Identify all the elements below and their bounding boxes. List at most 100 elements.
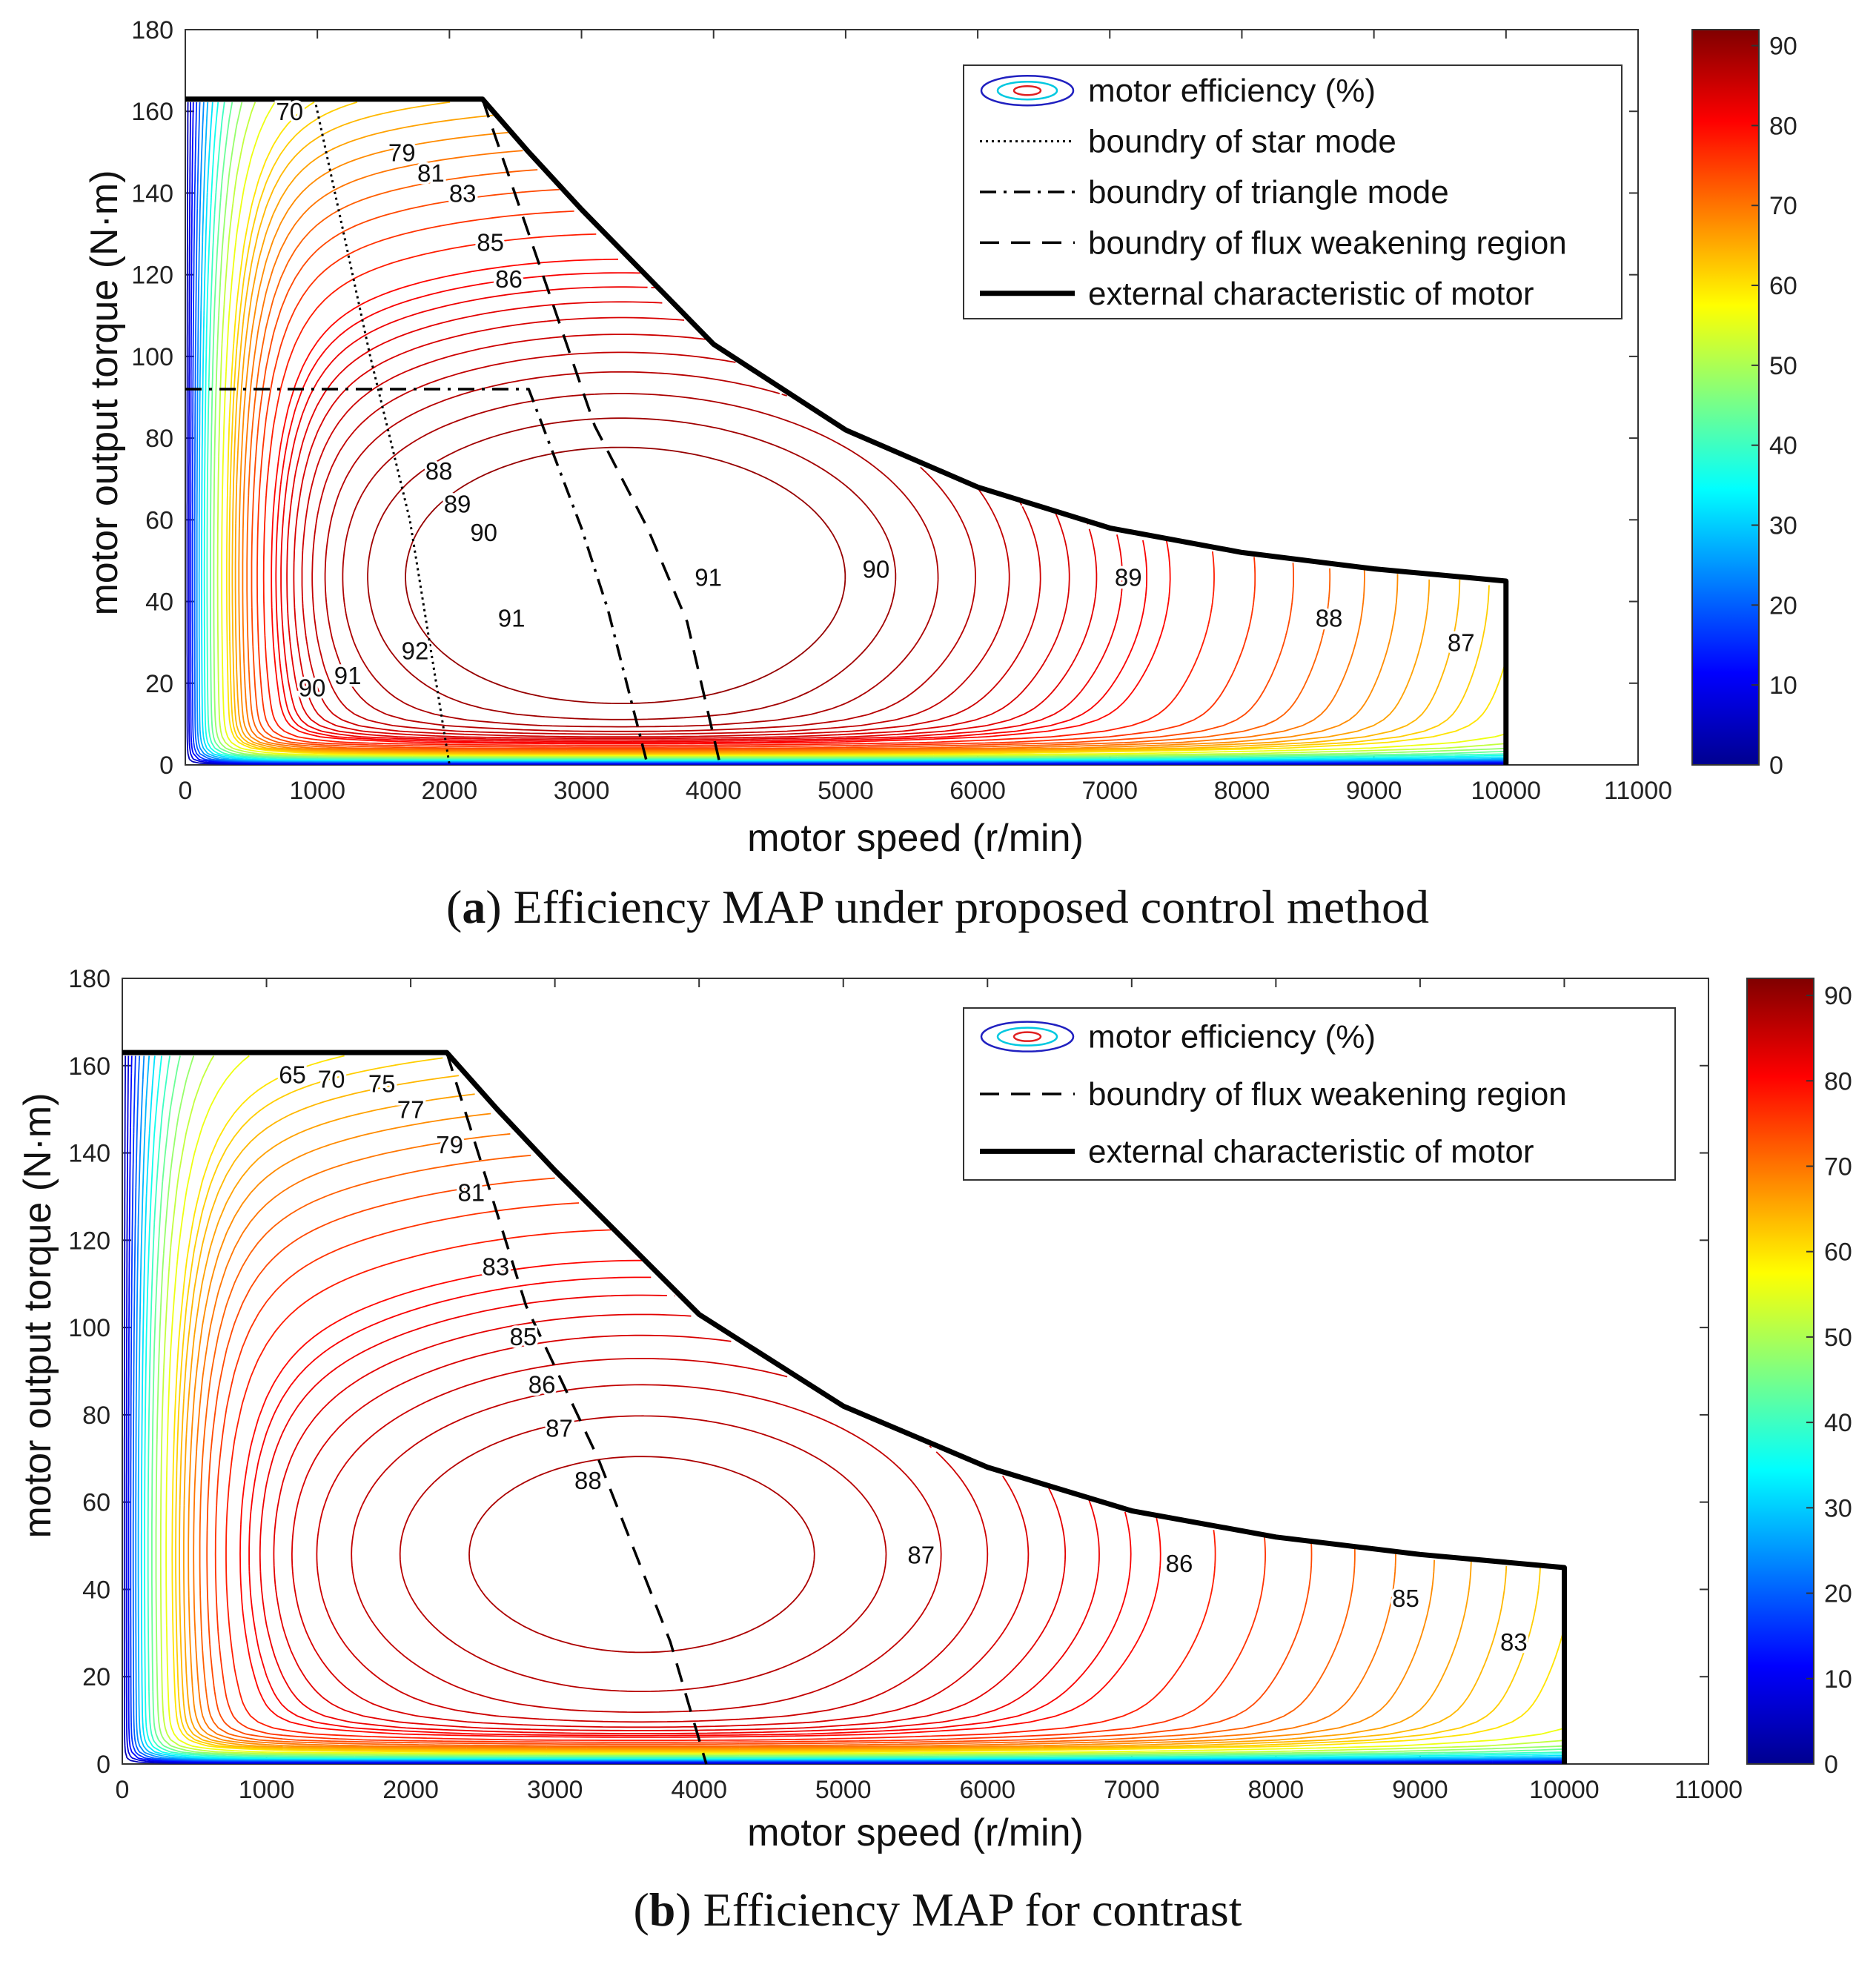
contour-level-76 [256,210,1256,748]
y-tick-label: 40 [145,588,173,617]
contour-level-87 [399,1415,887,1692]
y-tick-label: 100 [68,1314,110,1342]
chart-panel-b: (b) Efficiency MAP for contrast motor sp… [16,965,1852,1936]
y-axis-label: motor output torque (N·m) [83,170,126,615]
series-thick-line [185,96,1509,765]
colorbar [1691,29,1760,766]
contour-label: 85 [509,1323,537,1350]
contour-label: 86 [528,1371,556,1399]
colorbar-tick-label: 30 [1824,1494,1852,1522]
colorbar-tick-label: 10 [1769,672,1797,700]
contour-level-78 [225,1229,1216,1741]
contour-label: 85 [477,229,504,256]
contour-label: 81 [417,159,445,187]
contour-label: 88 [425,457,453,485]
legend-label: motor efficiency (%) [1088,1019,1376,1055]
contour-level-80 [271,258,1171,745]
legend-label: motor efficiency (%) [1088,73,1376,109]
legend-label: boundry of flux weakening region [1088,225,1567,261]
contour-level-81 [275,272,1147,744]
y-tick-label: 160 [68,1052,110,1081]
y-tick-label: 180 [68,965,110,993]
series-dashdot-line [185,388,649,766]
colorbar-tick-label: 50 [1769,352,1797,380]
contour-level-70 [242,150,1365,752]
contour-label: 88 [1316,605,1343,632]
contour-level-80 [239,1259,1161,1738]
colorbar [1746,978,1814,1765]
contour-level-62 [175,1057,1541,1752]
contour-level-40 [147,1055,1565,1759]
colorbar-tick-label: 20 [1824,1580,1852,1608]
contour-label: 91 [334,662,362,689]
y-tick-label: 180 [131,16,173,44]
contour-level-48 [155,1055,1565,1757]
y-tick-label: 80 [145,425,173,453]
contour-label: 87 [546,1415,573,1442]
contour-label: 86 [1166,1550,1193,1577]
contour-level-52 [216,102,1506,757]
contour-level-83 [286,301,1098,741]
y-axis-label: motor output torque (N·m) [16,1092,59,1538]
x-tick-label: 2000 [382,1776,439,1804]
contour-level-36 [144,1055,1565,1760]
contour-label: 91 [695,563,722,591]
contour-label: 81 [457,1179,485,1207]
x-tick-label: 4000 [671,1776,727,1804]
legend-swatch-ellipse-inner [1012,84,1042,96]
x-tick-label: 9000 [1392,1776,1448,1804]
x-tick-label: 10000 [1471,777,1542,805]
contour-label: 79 [388,139,416,166]
contour-level-66 [234,114,1431,753]
contour-level-66 [183,1093,1472,1750]
x-tick-label: 8000 [1214,777,1270,805]
y-tick-label: 100 [131,343,173,371]
x-tick-label: 0 [179,777,193,805]
contour-level-88 [468,1456,815,1654]
x-tick-label: 11000 [1604,777,1672,805]
contour-label: 87 [1448,629,1475,657]
contour-level-68 [188,1112,1435,1749]
colorbar-tick-label: 60 [1824,1238,1852,1267]
contour-level-83 [273,1313,1067,1731]
contour-level-74 [251,188,1294,749]
colorbar-tick-label: 70 [1824,1153,1852,1181]
y-tick-label: 120 [68,1227,110,1255]
colorbar-tick-label: 0 [1769,752,1783,780]
contour-level-84 [293,316,1070,740]
contour-level-44 [210,102,1506,760]
colorbar-tick-label: 90 [1769,33,1797,61]
contour-level-72 [199,1154,1356,1747]
legend-swatch-ellipse-mid [996,80,1058,101]
contour-label: 89 [1115,563,1142,591]
contour-lines [186,101,1507,766]
contour-label: 90 [299,674,326,701]
contour-level-74 [206,1177,1313,1745]
legend-label: external characteristic of motor [1088,276,1534,312]
y-tick-label: 120 [131,262,173,290]
legend-swatch-ellipse-inner [1012,1031,1042,1042]
colorbar-tick-label: 20 [1769,591,1797,620]
x-tick-label: 5000 [818,777,874,805]
contour-level-68 [238,131,1399,752]
colorbar-tick-label: 0 [1824,1751,1838,1779]
contour-label: 79 [436,1131,463,1158]
x-tick-label: 5000 [815,1776,872,1804]
contour-level-64 [231,101,1461,755]
colorbar-tick-label: 80 [1769,112,1797,140]
contour-label: 77 [397,1096,425,1124]
y-tick-label: 160 [131,98,173,126]
legend-label: external characteristic of motor [1088,1133,1534,1170]
contour-label: 90 [863,555,890,583]
x-tick-label: 0 [116,1776,130,1804]
contour-level-85 [301,334,1041,738]
contour-level-86 [351,1384,942,1713]
colorbar-tick-label: 10 [1824,1665,1852,1694]
contour-level-56 [221,102,1507,757]
x-tick-label: 3000 [554,777,610,805]
contour-label: 87 [907,1541,935,1568]
colorbar-tick-label: 40 [1769,432,1797,460]
contour-level-48 [213,102,1506,758]
legend-label: boundry of triangle mode [1088,174,1449,210]
contour-label: 83 [483,1253,510,1281]
